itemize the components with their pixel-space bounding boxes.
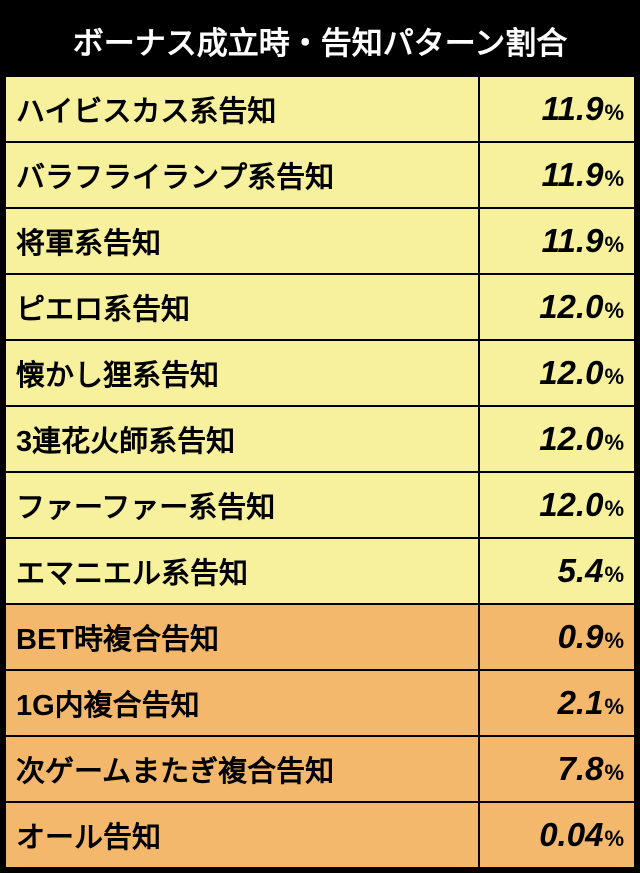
table-title: ボーナス成立時・告知パターン割合 — [3, 3, 637, 76]
value-number: 11.9 — [542, 222, 604, 259]
percent-symbol: % — [603, 232, 624, 257]
pattern-value: 11.9% — [479, 208, 637, 274]
pattern-label: 懐かし狸系告知 — [3, 340, 479, 406]
pattern-value: 12.0% — [479, 406, 637, 472]
table-row: エマニエル系告知5.4% — [3, 538, 637, 604]
value-number: 2.1 — [558, 684, 604, 721]
pattern-value: 5.4% — [479, 538, 637, 604]
pattern-value: 0.04% — [479, 802, 637, 870]
percent-symbol: % — [603, 826, 624, 851]
percent-symbol: % — [603, 760, 624, 785]
pattern-label: 将軍系告知 — [3, 208, 479, 274]
percent-symbol: % — [603, 298, 624, 323]
table-body: ハイビスカス系告知11.9%バラフライランプ系告知11.9%将軍系告知11.9%… — [3, 76, 637, 870]
value-number: 11.9 — [542, 90, 604, 127]
value-number: 12.0 — [539, 420, 603, 457]
table-row: 3連花火師系告知12.0% — [3, 406, 637, 472]
pattern-label: ピエロ系告知 — [3, 274, 479, 340]
table-row: ファーファー系告知12.0% — [3, 472, 637, 538]
value-number: 12.0 — [539, 354, 603, 391]
table-row: ハイビスカス系告知11.9% — [3, 76, 637, 142]
pattern-label: ファーファー系告知 — [3, 472, 479, 538]
pattern-value: 12.0% — [479, 472, 637, 538]
pattern-value: 12.0% — [479, 340, 637, 406]
pattern-value: 2.1% — [479, 670, 637, 736]
value-number: 0.9 — [558, 618, 604, 655]
value-number: 5.4 — [558, 552, 604, 589]
value-number: 12.0 — [539, 486, 603, 523]
pattern-label: オール告知 — [3, 802, 479, 870]
pattern-label: エマニエル系告知 — [3, 538, 479, 604]
table-row: 懐かし狸系告知12.0% — [3, 340, 637, 406]
pattern-value: 0.9% — [479, 604, 637, 670]
pattern-label: ハイビスカス系告知 — [3, 76, 479, 142]
table-row: BET時複合告知0.9% — [3, 604, 637, 670]
value-number: 12.0 — [539, 288, 603, 325]
percent-symbol: % — [603, 430, 624, 455]
percent-symbol: % — [603, 166, 624, 191]
percent-symbol: % — [603, 562, 624, 587]
table-row: ピエロ系告知12.0% — [3, 274, 637, 340]
pattern-value: 11.9% — [479, 76, 637, 142]
percent-symbol: % — [603, 364, 624, 389]
percent-symbol: % — [603, 496, 624, 521]
pattern-label: バラフライランプ系告知 — [3, 142, 479, 208]
pattern-value: 12.0% — [479, 274, 637, 340]
percent-symbol: % — [603, 100, 624, 125]
table-row: バラフライランプ系告知11.9% — [3, 142, 637, 208]
pattern-value: 11.9% — [479, 142, 637, 208]
table-row: オール告知0.04% — [3, 802, 637, 870]
pattern-label: BET時複合告知 — [3, 604, 479, 670]
value-number: 0.04 — [539, 816, 603, 853]
pattern-label: 3連花火師系告知 — [3, 406, 479, 472]
value-number: 7.8 — [558, 750, 604, 787]
pattern-label: 1G内複合告知 — [3, 670, 479, 736]
value-number: 11.9 — [542, 156, 604, 193]
percent-symbol: % — [603, 694, 624, 719]
pattern-ratio-table: ボーナス成立時・告知パターン割合 ハイビスカス系告知11.9%バラフライランプ系… — [0, 0, 640, 873]
percent-symbol: % — [603, 628, 624, 653]
table-row: 将軍系告知11.9% — [3, 208, 637, 274]
table-row: 1G内複合告知2.1% — [3, 670, 637, 736]
